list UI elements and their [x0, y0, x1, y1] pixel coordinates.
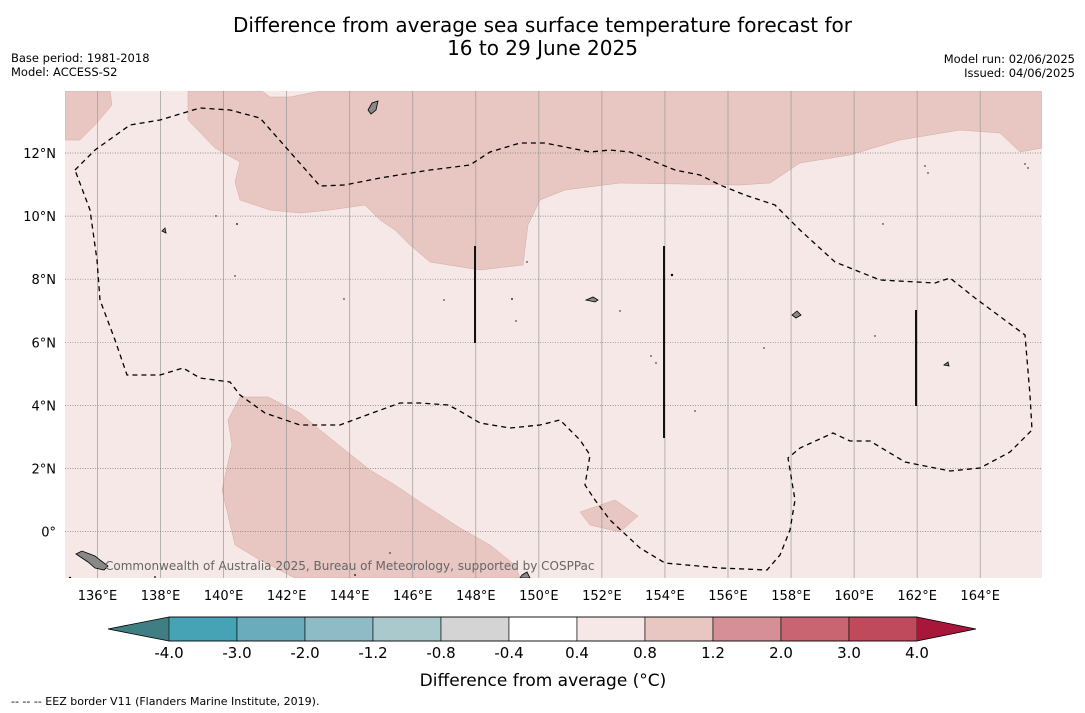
colorbar-label: -0.8	[426, 644, 455, 662]
island-chain	[584, 296, 599, 303]
lat-tick-label: 2°N	[32, 463, 57, 478]
lon-tick-label: 148°E	[456, 589, 496, 604]
lon-tick-label: 160°E	[834, 589, 874, 604]
colorbar-under-arrow	[108, 617, 169, 641]
colorbar-title: Difference from average (°C)	[420, 671, 667, 691]
lon-tick-label: 142°E	[267, 589, 307, 604]
latitude-gridlines	[65, 152, 1042, 532]
base-period-info: Base period: 1981-2018 Model: ACCESS-S2	[11, 51, 150, 79]
lon-tick-label: 156°E	[708, 589, 748, 604]
colorbar-tick-labels: -4.0 -3.0 -2.0 -1.2 -0.8 -0.4 0.4 0.8 1.2 2.0 3.0 4…	[154, 644, 929, 662]
colorbar-bin	[644, 616, 714, 642]
lat-tick-label: 12°N	[23, 147, 56, 162]
colorbar-bin	[508, 616, 578, 642]
lon-tick-label: 154°E	[645, 589, 685, 604]
lat-tick-label: 6°N	[32, 336, 57, 351]
model-run-info: Model run: 02/06/2025 Issued: 04/06/2025	[944, 52, 1075, 80]
islands	[75, 100, 950, 578]
colorbar-bin	[780, 616, 850, 642]
colorbar-label: 4.0	[905, 644, 929, 662]
lon-tick-label: 140°E	[204, 589, 244, 604]
lon-tick-label: 146°E	[393, 589, 433, 604]
colorbar-label: 0.4	[565, 644, 589, 662]
colorbar-label: -4.0	[154, 644, 183, 662]
lon-tick-label: 158°E	[771, 589, 811, 604]
lon-tick-label: 152°E	[582, 589, 622, 604]
base-period: Base period: 1981-2018	[11, 51, 150, 65]
lon-tick-label: 162°E	[897, 589, 937, 604]
colorbar-bins	[168, 616, 918, 642]
attribution-text: Commonwealth of Australia 2025, Bureau o…	[105, 559, 595, 573]
colorbar-label: -2.0	[290, 644, 319, 662]
eez-footnote: -- -- -- EEZ border V11 (Flanders Marine…	[11, 695, 320, 708]
island-southwest	[75, 550, 109, 571]
lon-tick-label: 136°E	[78, 589, 118, 604]
lon-tick-label: 164°E	[960, 589, 1000, 604]
warm-region-patch	[579, 499, 639, 533]
colorbar-label: -0.4	[494, 644, 523, 662]
island-north	[367, 100, 379, 115]
title-line-1: Difference from average sea surface temp…	[232, 13, 852, 37]
colorbar-bin	[236, 616, 306, 642]
colorbar-label: 0.8	[633, 644, 657, 662]
title-line-2: 16 to 29 June 2025	[447, 36, 638, 60]
colorbar-label: 3.0	[837, 644, 861, 662]
lon-tick-label: 150°E	[519, 589, 559, 604]
warm-region-south	[221, 396, 521, 578]
issued-date: Issued: 04/06/2025	[964, 66, 1075, 80]
longitude-labels: 136°E 138°E 140°E 142°E 144°E 146°E 148°E 150°E…	[78, 589, 1000, 604]
island-dots	[68, 163, 1029, 578]
lat-tick-label: 8°N	[32, 273, 57, 288]
model-name: Model: ACCESS-S2	[11, 65, 118, 79]
warm-region-northwest	[65, 91, 113, 141]
map-area: Commonwealth of Australia 2025, Bureau o…	[65, 91, 1042, 578]
model-run: Model run: 02/06/2025	[943, 52, 1075, 66]
colorbar-bin	[304, 616, 374, 642]
colorbar-bin	[372, 616, 442, 642]
lat-tick-label: 10°N	[23, 210, 56, 225]
longitude-gridlines	[97, 91, 981, 578]
colorbar-label: 2.0	[769, 644, 793, 662]
colorbar-label: -1.2	[358, 644, 387, 662]
lon-tick-label: 138°E	[141, 589, 181, 604]
colorbar-label: 1.2	[701, 644, 725, 662]
colorbar-bin	[712, 616, 782, 642]
island-east-1	[791, 310, 802, 319]
island-south	[519, 571, 531, 578]
colorbar-bin	[168, 616, 238, 642]
lat-tick-label: 0°	[41, 526, 56, 541]
warm-region-north	[187, 91, 1042, 271]
island-east-2	[943, 361, 950, 367]
colorbar-over-arrow	[917, 617, 976, 641]
latitude-labels: 12°N 10°N 8°N 6°N 4°N 2°N 0°	[23, 147, 56, 541]
lat-tick-label: 4°N	[32, 399, 57, 414]
colorbar-bin	[440, 616, 510, 642]
colorbar-label: -3.0	[222, 644, 251, 662]
eez-border	[74, 107, 1033, 571]
colorbar-outline	[107, 616, 977, 642]
map-title: Difference from average sea surface temp…	[0, 14, 1085, 60]
lon-tick-label: 144°E	[330, 589, 370, 604]
colorbar: -4.0 -3.0 -2.0 -1.2 -0.8 -0.4 0.4 0.8 1.2 2.0 3.0 4…	[107, 616, 977, 691]
colorbar-bin	[848, 616, 918, 642]
island-west	[161, 227, 167, 234]
colorbar-bin	[576, 616, 646, 642]
